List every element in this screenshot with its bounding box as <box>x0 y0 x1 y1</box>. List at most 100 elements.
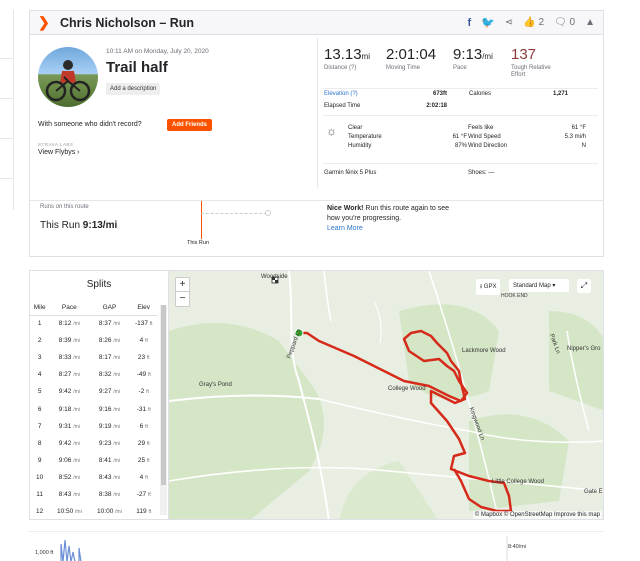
split-mile-value: 3 <box>37 354 42 362</box>
route-marker-line <box>201 201 202 239</box>
col-gap: GAP <box>89 301 130 316</box>
split-mile: 4 <box>30 366 49 383</box>
split-row[interactable]: 12 10:50 /mi 10:00 /mi 119 ft <box>30 503 158 519</box>
split-gap: 8:37 /mi <box>89 315 129 332</box>
split-gap-unit: /mi <box>113 406 120 413</box>
wind-direction-value: N <box>581 143 586 149</box>
split-elev-value: -137 <box>134 320 148 328</box>
map-attribution[interactable]: © Mapbox © OpenStreetMap Improve this ma… <box>472 511 602 519</box>
split-elev-unit: ft <box>145 474 148 481</box>
split-pace-unit: /mi <box>73 457 80 464</box>
add-friends-button[interactable]: Add Friends <box>167 119 213 131</box>
split-row[interactable]: 7 9:31 /mi 9:19 /mi 6 ft <box>30 418 158 435</box>
split-elev-value: -27 <box>136 490 147 498</box>
split-mile: 1 <box>30 315 49 332</box>
split-elev-value: 29 <box>137 439 146 447</box>
elevation-value: 673ft <box>432 91 447 97</box>
comment-icon: 🗨 <box>554 17 567 28</box>
split-row[interactable]: 2 8:39 /mi 8:26 /mi 4 ft <box>30 332 158 349</box>
view-flybys-link[interactable]: View Flybys › <box>38 149 80 156</box>
moving-time-label: Moving Time <box>386 65 421 71</box>
map-canvas <box>169 271 603 519</box>
distance-value: 13.13 <box>324 46 362 63</box>
split-elev: -2 ft <box>129 383 158 400</box>
zoom-out-button[interactable]: − <box>179 293 186 304</box>
split-mile-value: 10 <box>36 473 44 481</box>
fullscreen-icon[interactable]: ⤢ <box>577 279 591 293</box>
gpx-button[interactable]: ⭳ GPX <box>476 279 501 295</box>
split-pace-unit: /mi <box>73 474 80 481</box>
splits-panel: Splits Mile Pace GAP Elev 1 8:12 /mi 8:37 … <box>30 271 169 519</box>
relative-effort-label: Tough Relative Effort <box>511 65 551 78</box>
split-gap: 9:19 /mi <box>89 418 129 435</box>
split-pace-unit: /mi <box>73 406 80 413</box>
split-row[interactable]: 1 8:12 /mi 8:37 /mi -137 ft <box>30 315 158 332</box>
split-pace-value: 9:31 <box>58 422 72 430</box>
split-pace-value: 9:18 <box>58 405 72 413</box>
map-style-select[interactable]: Standard Map ▾ <box>509 279 569 292</box>
elevation-chart-canvas <box>60 536 508 561</box>
split-gap: 9:27 /mi <box>89 383 129 400</box>
learn-more-link[interactable]: Learn More <box>327 225 363 232</box>
split-row[interactable]: 3 8:33 /mi 8:17 /mi 23 ft <box>30 349 158 366</box>
activity-name[interactable]: Trail half <box>106 59 168 76</box>
split-mile: 6 <box>30 400 49 417</box>
split-row[interactable]: 10 8:52 /mi 8:43 /mi 4 ft <box>30 469 158 486</box>
split-row[interactable]: 6 9:18 /mi 9:16 /mi -31 ft <box>30 400 158 417</box>
map-label-little-college: Little College Wood <box>492 479 544 485</box>
split-pace-unit: /mi <box>73 355 80 362</box>
split-pace: 8:27 /mi <box>49 366 89 383</box>
split-row[interactable]: 9 9:06 /mi 8:41 /mi 25 ft <box>30 452 158 469</box>
moving-time-value: 2:01:04 <box>386 46 437 63</box>
activity-type-chevron-icon: ❯ <box>38 14 50 30</box>
add-description-button[interactable]: Add a description <box>106 83 161 95</box>
twitter-icon[interactable]: 🐦 <box>481 17 495 29</box>
split-row[interactable]: 8 9:42 /mi 9:23 /mi 29 ft <box>30 435 158 452</box>
split-pace: 8:12 /mi <box>49 315 89 332</box>
split-elev: -137 ft <box>129 315 158 332</box>
split-elev: -49 ft <box>129 366 158 383</box>
split-row[interactable]: 4 8:27 /mi 8:32 /mi -49 ft <box>30 366 158 383</box>
split-mile-value: 9 <box>37 456 42 464</box>
facebook-icon[interactable]: f <box>467 16 472 29</box>
split-pace: 9:42 /mi <box>49 383 89 400</box>
split-gap-unit: /mi <box>113 440 120 447</box>
kudos-button[interactable]: 👍 2 <box>523 17 544 28</box>
route-map[interactable]: Woodside Lackmore Wood Nipper's Gro Coll… <box>169 271 603 519</box>
split-elev-value: 25 <box>137 456 146 464</box>
share-icon[interactable]: ⋖ <box>504 17 514 28</box>
distance-label: Distance (?) <box>324 65 357 71</box>
athlete-avatar[interactable] <box>38 47 98 107</box>
card-horizontal-divider <box>30 200 603 201</box>
elapsed-value: 2:02:18 <box>426 103 447 109</box>
nice-text: Run this route again to see how you're p… <box>327 205 450 222</box>
split-gap: 8:32 /mi <box>89 366 129 383</box>
collapse-icon[interactable]: ▲ <box>585 17 595 28</box>
split-gap-unit: /mi <box>113 321 120 328</box>
route-message: Nice Work! Run this route again to see h… <box>327 204 457 234</box>
splits-scrollbar[interactable] <box>160 305 167 515</box>
split-elev-unit: ft <box>149 321 153 328</box>
split-elev-unit: ft <box>146 355 150 362</box>
weather-condition: Clear <box>348 125 363 131</box>
split-gap-value: 9:27 <box>98 388 112 396</box>
stat-relative-effort[interactable]: 137 Tough Relative Effort <box>511 46 561 79</box>
shoes-value: — <box>488 170 495 176</box>
zoom-in-button[interactable]: + <box>176 278 189 292</box>
comments-button[interactable]: 🗨 0 <box>554 17 575 28</box>
splits-map-panel: Splits Mile Pace GAP Elev 1 8:12 /mi 8:37 … <box>29 270 604 520</box>
map-label-gate: Gate E <box>584 489 603 495</box>
split-elev-value: 4 <box>139 473 144 481</box>
activity-card: ❯ Chris Nicholson – Run f 🐦 ⋖ 👍 2 🗨 0 ▲ … <box>29 10 604 257</box>
split-pace: 8:33 /mi <box>49 349 89 366</box>
elevation-chart[interactable]: 1,000 ft 8:40/mi <box>29 531 604 561</box>
map-label-woodside: Woodside <box>261 274 288 280</box>
split-row[interactable]: 11 8:43 /mi 8:38 /mi -27 ft <box>30 486 158 503</box>
feels-like-value: 61 °F <box>571 125 586 131</box>
split-row[interactable]: 5 9:42 /mi 9:27 /mi -2 ft <box>30 383 158 400</box>
split-gap-value: 8:38 <box>98 490 112 498</box>
relative-effort-value: 137 <box>511 46 537 63</box>
splits-title: Splits <box>86 279 112 290</box>
splits-scroll-thumb[interactable] <box>161 305 166 485</box>
route-label: Runs on this route <box>40 204 89 210</box>
